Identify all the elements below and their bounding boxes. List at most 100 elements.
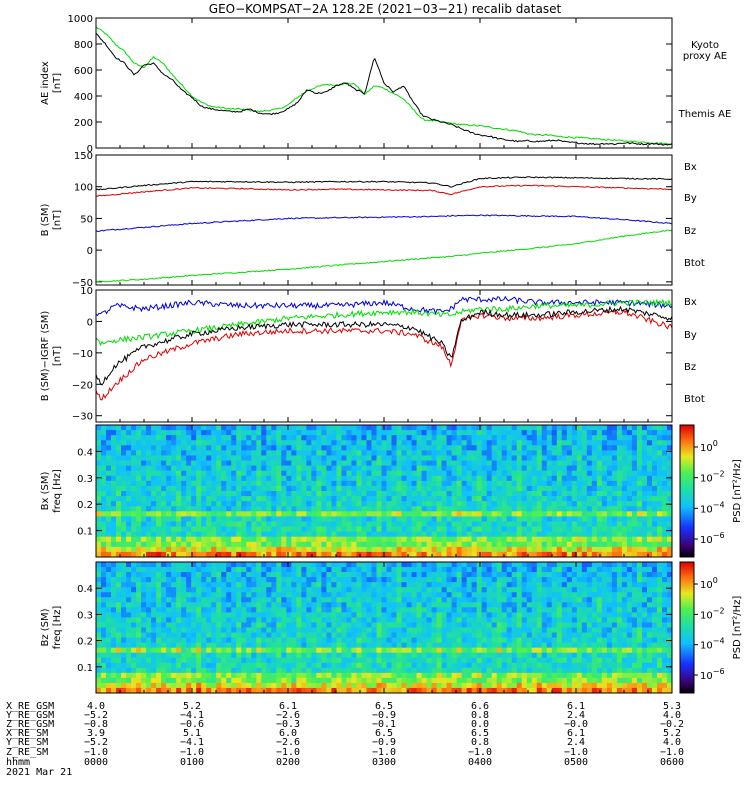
heatmap-cell [401,632,407,638]
heatmap-cell [391,622,397,628]
heatmap-cell [471,430,478,436]
heatmap-cell [666,536,673,543]
heatmap-cell [341,475,347,482]
heatmap-cell [596,455,603,461]
heatmap-cell [546,602,553,608]
heatmap-cell [566,465,573,472]
heatmap-cell [366,622,372,628]
heatmap-cell [621,521,628,527]
heatmap-cell [591,480,598,487]
heatmap-cell [401,501,407,507]
heatmap-cell [266,480,272,487]
heatmap-cell [421,622,427,628]
heatmap-cell [121,607,127,613]
heatmap-cell [586,511,593,517]
heatmap-cell [136,582,142,588]
heatmap-cell [601,592,608,598]
heatmap-cell [501,475,508,482]
heatmap-cell [111,562,117,568]
heatmap-cell [596,592,603,598]
heatmap-cell [336,577,342,583]
heatmap-cell [581,541,588,548]
heatmap-cell [561,501,568,507]
heatmap-cell [546,485,553,492]
heatmap-cell [326,612,332,618]
heatmap-cell [341,567,347,573]
heatmap-cell [636,632,643,638]
heatmap-cell [376,546,382,553]
heatmap-cell [656,612,663,618]
heatmap-cell [431,531,437,538]
heatmap-cell [131,531,137,538]
legend-label-b: Bz [684,226,696,237]
heatmap-cell [371,627,377,633]
heatmap-cell [411,485,417,492]
heatmap-cell [471,506,478,512]
heatmap-cell [166,430,172,436]
heatmap-cell [121,567,127,573]
heatmap-cell [206,541,212,548]
heatmap-cell [166,450,172,456]
heatmap-cell [156,501,162,507]
heatmap-cell [241,526,247,533]
heatmap-cell [666,541,673,548]
heatmap-cell [566,602,573,608]
heatmap-cell [116,632,122,638]
heatmap-cell [366,597,372,603]
heatmap-cells-bxpsd [96,425,673,558]
heatmap-cell [211,511,217,517]
heatmap-cell [486,465,493,472]
heatmap-cell [536,506,543,512]
heatmap-cell [296,496,302,502]
heatmap-cell [446,597,453,603]
heatmap-cell [141,567,147,573]
heatmap-cell [596,506,603,512]
heatmap-cell [271,567,277,573]
heatmap-cell [531,480,538,487]
heatmap-cell [486,480,493,487]
heatmap-cell [646,501,653,507]
heatmap-cell [271,491,277,497]
heatmap-cell [441,491,448,497]
series-line-ae-themis-ae [95,32,673,146]
heatmap-cell [416,491,422,497]
heatmap-cell [446,445,453,451]
heatmap-cell [151,480,157,487]
heatmap-cell [306,526,312,533]
heatmap-cell [516,582,523,588]
heatmap-cell [581,582,588,588]
heatmap-cell [411,562,417,568]
heatmap-cell [311,602,317,608]
heatmap-cell [351,622,357,628]
heatmap-cell [321,496,327,502]
heatmap-cell [246,475,252,482]
heatmap-cell [471,470,478,477]
heatmap-cell [371,536,377,543]
heatmap-cell [666,622,673,628]
heatmap-cell [666,455,673,461]
heatmap-cell [226,531,232,538]
heatmap-cell [421,521,427,527]
heatmap-cell [236,425,242,431]
heatmap-cell [551,617,558,623]
heatmap-cell [441,597,448,603]
heatmap-cell [451,496,458,502]
heatmap-cell [281,597,287,603]
heatmap-cell [126,470,132,477]
heatmap-cell [311,450,317,456]
heatmap-cell [261,516,267,522]
heatmap-cell [336,562,342,568]
heatmap-cell [306,506,312,512]
heatmap-cell [206,440,212,446]
heatmap-cell [116,475,122,482]
heatmap-cell [491,496,498,502]
heatmap-cell [451,435,458,441]
heatmap-cell [616,526,623,533]
heatmap-cell [261,506,267,512]
heatmap-cell [131,465,137,472]
heatmap-cell [656,501,663,507]
heatmap-cell [611,562,618,568]
heatmap-cell [246,607,252,613]
heatmap-cell [536,617,543,623]
heatmap-cell [431,521,437,527]
